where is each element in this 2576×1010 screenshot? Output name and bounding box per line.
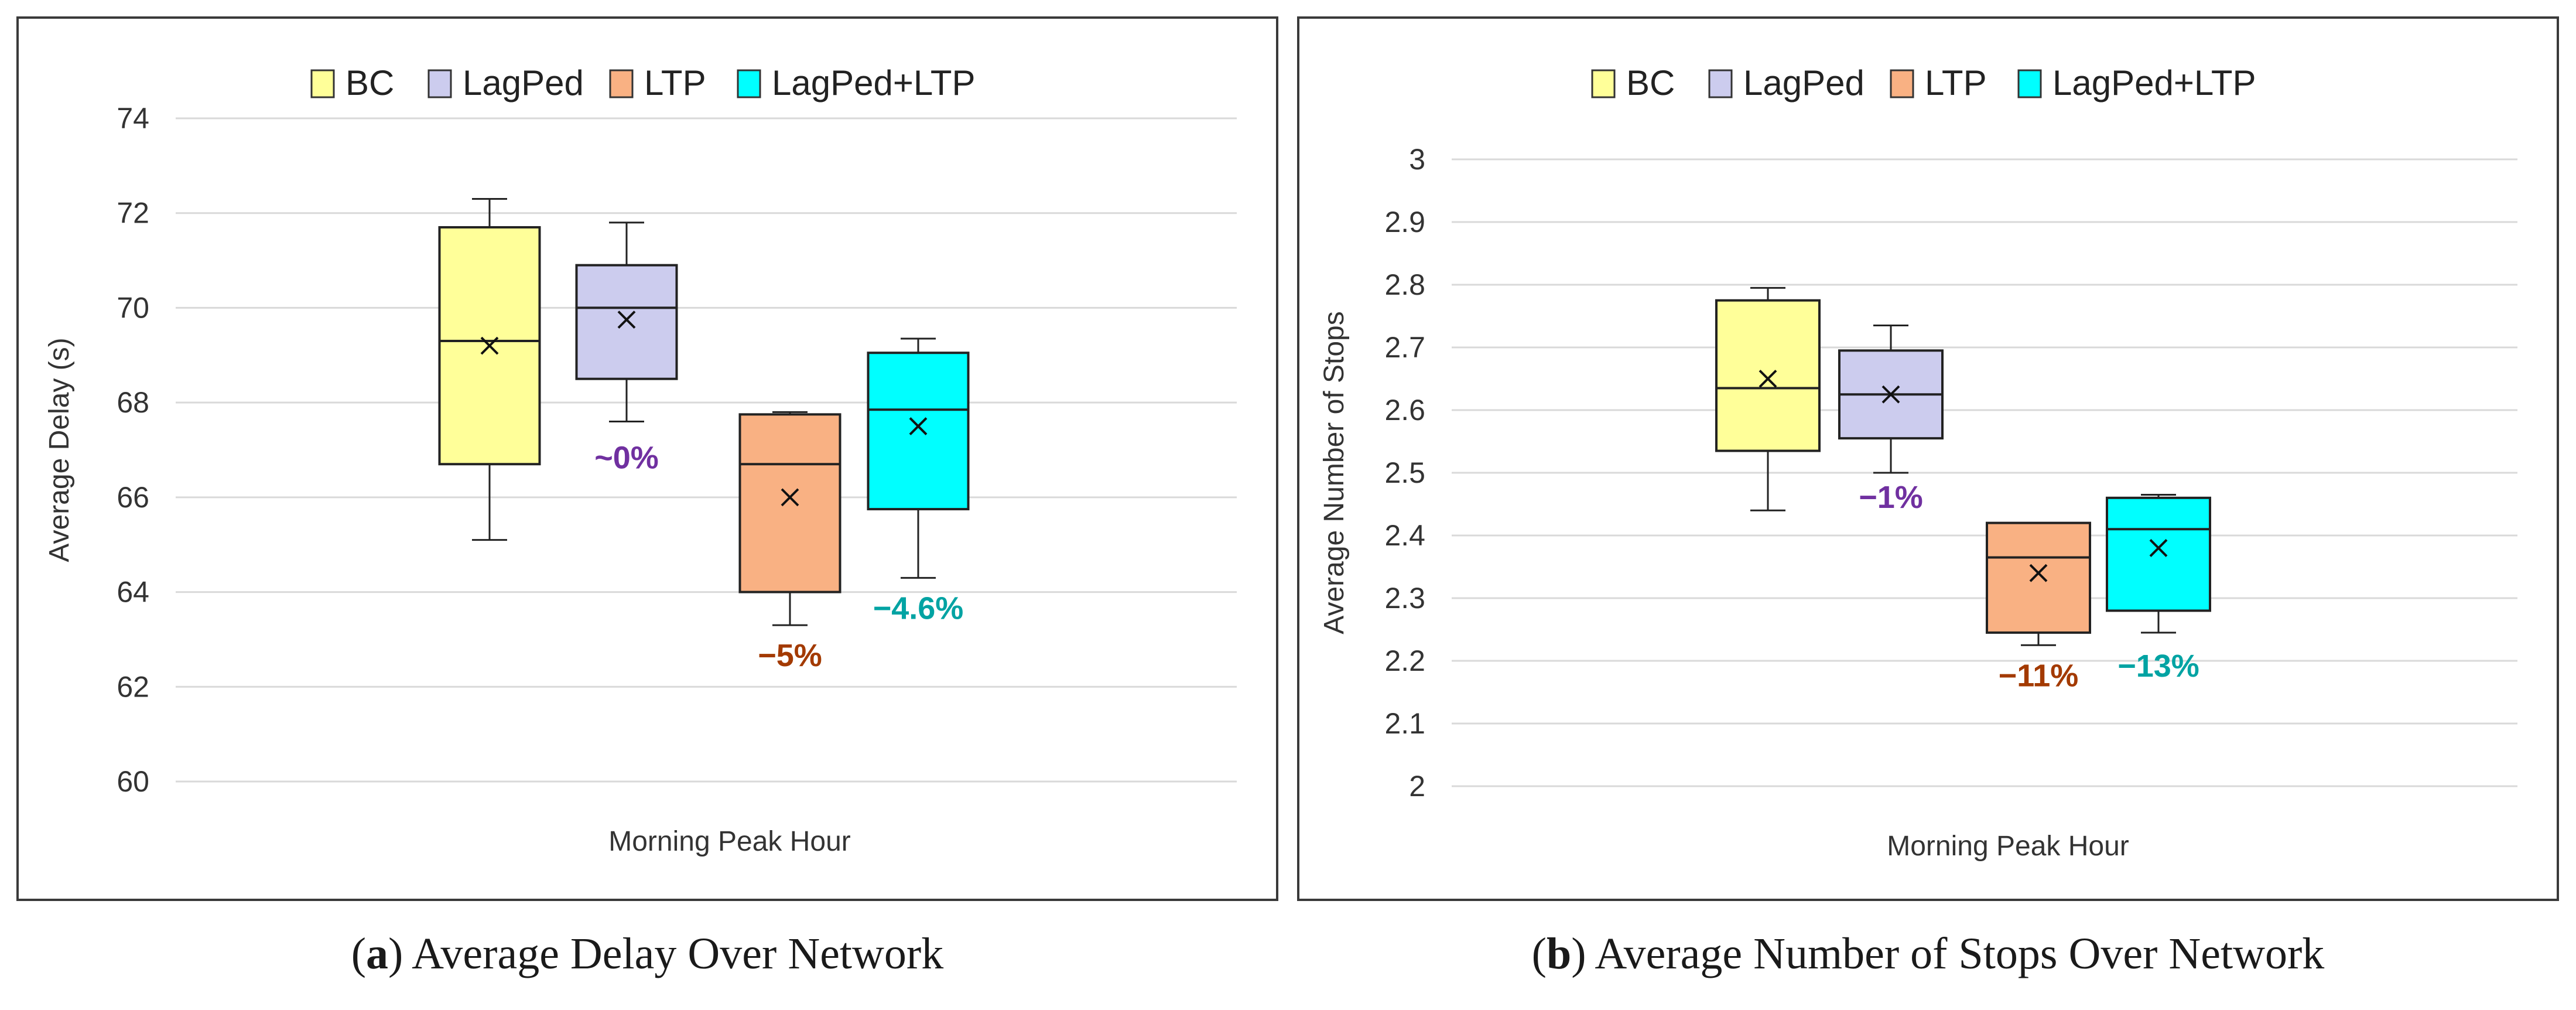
y-tick-label: 64 <box>117 576 149 609</box>
y-tick-label: 3 <box>1409 143 1425 176</box>
chart-panel-a: 60 62 64 66 68 70 72 74 Average Delay (s) Morning… <box>16 16 1278 901</box>
box-lagped: ~0% <box>575 221 678 475</box>
y-axis-title: Average Delay (s) <box>44 337 75 562</box>
y-tick-label: 2.1 <box>1384 707 1425 740</box>
caption-a-label: a <box>366 929 389 978</box>
legend-label: BC <box>345 63 394 103</box>
y-tick-label: 2 <box>1409 770 1425 803</box>
legend-swatch <box>609 69 634 98</box>
change-annotation: −1% <box>1859 480 1923 515</box>
legend-swatch <box>1890 69 1914 98</box>
caption-b-text: Average Number of Stops Over Network <box>1595 929 2325 978</box>
legend-label: LagPed <box>463 63 584 103</box>
box-lagped-ltp: −4.6% <box>867 337 970 626</box>
box-iqr <box>2106 496 2211 612</box>
caption-a-text: Average Delay Over Network <box>412 929 944 978</box>
legend-label: LTP <box>644 63 706 103</box>
y-tick-label: 72 <box>117 197 149 230</box>
change-annotation: −11% <box>1999 658 2079 693</box>
y-tick-label: 2.7 <box>1384 331 1425 364</box>
change-annotation: −5% <box>758 638 822 673</box>
change-annotation: −13% <box>2117 649 2199 684</box>
legend-swatch <box>1708 69 1733 98</box>
caption-b: (b) Average Number of Stops Over Network <box>1531 929 2325 978</box>
caption-a: (a) Average Delay Over Network <box>351 929 944 978</box>
legend-swatch <box>737 69 761 98</box>
legend-label: BC <box>1626 63 1675 103</box>
box-iqr <box>1986 521 2091 634</box>
mean-marker <box>1759 370 1777 388</box>
y-tick-label: 2.8 <box>1384 268 1425 301</box>
y-tick-label: 74 <box>117 102 149 135</box>
box-iqr <box>1715 299 1821 452</box>
y-tick-label: 60 <box>117 765 149 798</box>
mean-marker <box>617 310 636 329</box>
box-iqr <box>575 264 678 380</box>
mean-marker <box>909 417 928 435</box>
change-annotation: −4.6% <box>873 591 964 626</box>
box-lagped: −1% <box>1838 325 1944 515</box>
x-axis-label: Morning Peak Hour <box>608 826 851 857</box>
y-axis-title: Average Number of Stops <box>1319 311 1350 634</box>
y-tick-label: 70 <box>117 291 149 324</box>
box-bc <box>438 197 541 541</box>
chart-svg-b: 2 2.1 2.2 2.3 2.4 2.5 2.6 2.7 2.8 2.9 3 Average Num… <box>1319 63 2517 862</box>
chart-panel-b: 2 2.1 2.2 2.3 2.4 2.5 2.6 2.7 2.8 2.9 3 Average Num… <box>1297 16 2559 901</box>
chart-svg-a: 60 62 64 66 68 70 72 74 Average Delay (s) Morning… <box>44 63 1237 857</box>
y-tick-label: 68 <box>117 386 149 419</box>
mean-marker <box>2029 564 2048 582</box>
caption-b-label: b <box>1546 929 1572 978</box>
legend-label: LagPed <box>1743 63 1865 103</box>
y-tick-label: 2.3 <box>1384 582 1425 615</box>
y-tick-label: 2.9 <box>1384 206 1425 238</box>
y-tick-label: 62 <box>117 670 149 703</box>
y-tick-label: 2.2 <box>1384 644 1425 677</box>
change-annotation: ~0% <box>594 440 659 475</box>
legend-swatch <box>1591 69 1616 98</box>
box-iqr <box>867 352 970 511</box>
legend-swatch <box>2017 69 2042 98</box>
legend-label: LTP <box>1925 63 1987 103</box>
box-ltp: −5% <box>738 411 841 673</box>
mean-marker <box>480 336 499 355</box>
y-tick-label: 2.4 <box>1384 519 1425 552</box>
x-axis-label: Morning Peak Hour <box>1887 831 2129 862</box>
mean-marker <box>781 488 799 507</box>
box-lagped-ltp: −13% <box>2106 493 2211 684</box>
box-ltp: −11% <box>1986 521 2091 693</box>
y-tick-label: 2.5 <box>1384 456 1425 489</box>
legend-swatch <box>310 69 335 98</box>
legend-swatch <box>427 69 452 98</box>
y-tick-label: 2.6 <box>1384 394 1425 426</box>
box-iqr <box>738 413 841 593</box>
y-tick-label: 66 <box>117 481 149 514</box>
mean-marker <box>2149 538 2168 557</box>
legend-label: LagPed+LTP <box>772 63 976 103</box>
legend-label: LagPed+LTP <box>2052 63 2256 103</box>
box-bc <box>1715 286 1821 511</box>
mean-marker <box>1881 385 1900 404</box>
